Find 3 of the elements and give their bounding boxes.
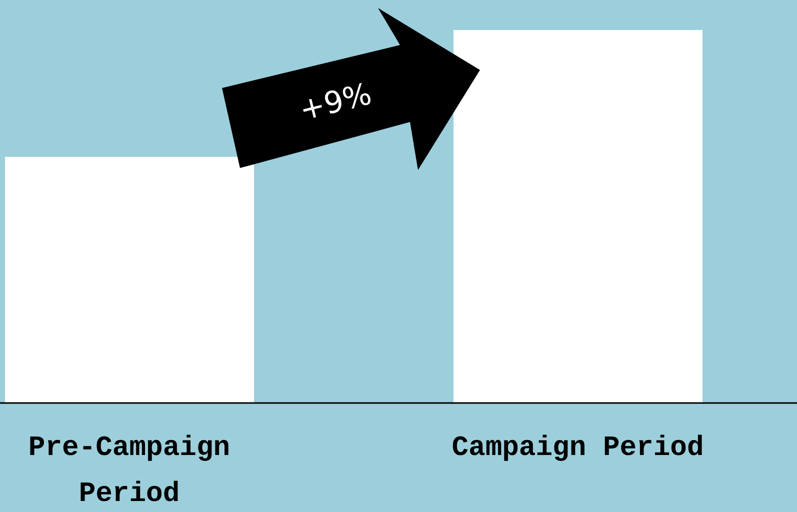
x-tick-label: Pre-Campaign Period — [28, 433, 230, 510]
x-tick-label: Campaign Period — [452, 433, 704, 464]
annotation: +9% — [296, 76, 376, 128]
